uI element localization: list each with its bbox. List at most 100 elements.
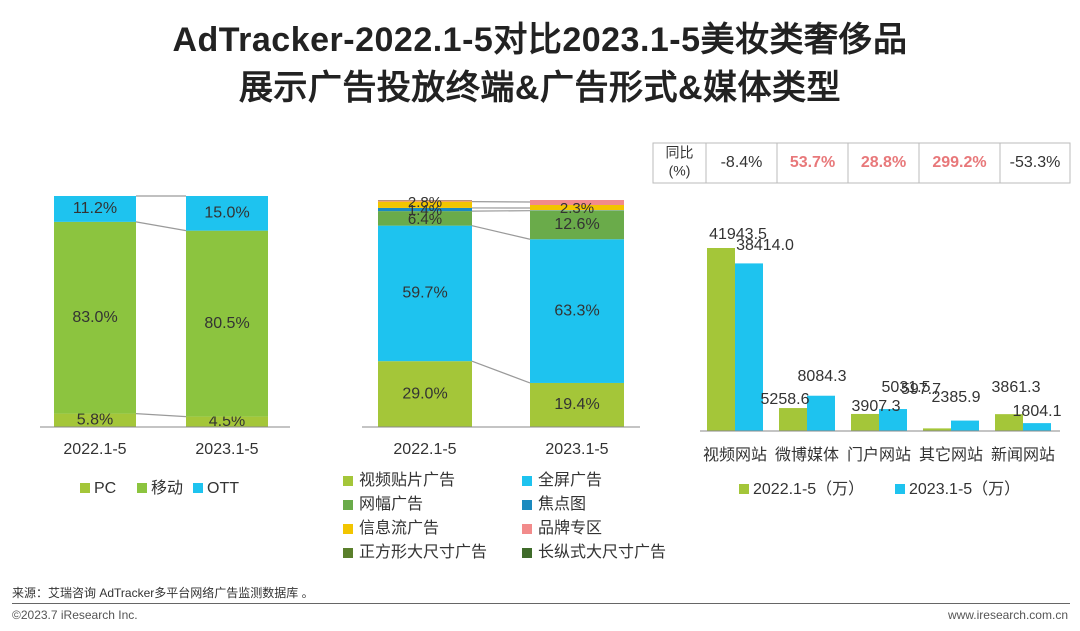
bar-1-1	[807, 395, 835, 431]
bar-segment-0-0	[378, 361, 472, 427]
bar-segment-2-0	[54, 196, 136, 222]
x-tick-label: 视频网站	[703, 446, 767, 464]
value-label: 38414.0	[736, 237, 794, 254]
bar-segment-3-0	[378, 207, 472, 212]
data-label: 15.0%	[204, 205, 249, 222]
bar-1-3	[951, 420, 979, 431]
bar-segment-1-1	[530, 239, 624, 383]
legend-label: 移动	[151, 479, 183, 497]
value-label: 2385.9	[932, 389, 981, 406]
x-tick-label: 新闻网站	[991, 446, 1055, 464]
legend-swatch	[193, 483, 203, 493]
legend-swatch	[343, 476, 353, 486]
value-label: 3861.3	[992, 379, 1041, 396]
bar-1-4	[1023, 423, 1051, 431]
data-label: 63.3%	[554, 302, 599, 319]
data-label: 1.4%	[408, 202, 442, 219]
connector-line	[135, 413, 187, 418]
yoy-value: 53.7%	[790, 154, 835, 171]
x-tick-label: 2022.1-5	[63, 441, 126, 458]
legend-label: PC	[94, 480, 116, 497]
data-label: 2.8%	[408, 194, 442, 211]
yoy-value: -53.3%	[1010, 154, 1061, 171]
website: www.iresearch.com.cn	[947, 608, 1068, 622]
x-tick-label: 微博媒体	[775, 446, 839, 464]
value-label: 597.7	[901, 381, 941, 398]
value-label: 41943.5	[709, 226, 767, 243]
data-label: 59.7%	[402, 285, 447, 302]
legend-swatch	[522, 524, 532, 534]
bar-segment-5-1	[530, 200, 624, 205]
value-label: 5031.5	[882, 379, 931, 396]
bar-segment-1-0	[378, 225, 472, 362]
x-tick-label: 其它网站	[919, 446, 983, 464]
data-label: 12.6%	[554, 216, 599, 233]
value-label: 5258.6	[761, 391, 810, 408]
copyright: ©2023.7 iResearch Inc.	[12, 608, 138, 622]
bar-segment-2-1	[530, 210, 624, 240]
legend-swatch	[343, 500, 353, 510]
yoy-value: -8.4%	[721, 154, 763, 171]
x-tick-label: 2023.1-5	[545, 441, 608, 458]
legend-label: 长纵式大尺寸广告	[538, 543, 666, 561]
data-label: 5.8%	[77, 412, 113, 429]
value-label: 8084.3	[798, 368, 847, 385]
footer-divider	[12, 603, 1070, 604]
bar-segment-1-0	[54, 221, 136, 414]
legend-label: 正方形大尺寸广告	[359, 543, 487, 561]
chart-title-line1: AdTracker-2022.1-5对比2023.1-5美妆类奢侈品	[172, 21, 908, 59]
yoy-value: 299.2%	[932, 154, 986, 171]
bar-segment-0-0	[54, 413, 136, 427]
legend-swatch	[522, 476, 532, 486]
legend-label: OTT	[207, 480, 239, 497]
legend-label: 焦点图	[538, 495, 586, 513]
data-label: 19.4%	[554, 396, 599, 413]
bar-segment-0-1	[186, 416, 268, 427]
bar-segment-2-1	[186, 196, 268, 231]
legend-label: 信息流广告	[359, 519, 439, 537]
legend-swatch	[522, 500, 532, 510]
bar-0-4	[995, 414, 1023, 431]
bar-segment-5-0	[378, 200, 472, 202]
bar-0-2	[851, 413, 879, 431]
bar-1-2	[879, 409, 907, 431]
legend-swatch	[739, 484, 749, 494]
yoy-header: (%)	[669, 163, 691, 179]
data-label: 6.4%	[408, 211, 442, 228]
bar-0-0	[707, 248, 735, 431]
bar-segment-4-0	[378, 201, 472, 208]
data-label: 80.5%	[204, 315, 249, 332]
bar-1-0	[735, 263, 763, 431]
legend-label: 品牌专区	[538, 519, 602, 537]
x-tick-label: 2022.1-5	[393, 441, 456, 458]
legend-label: 全屏广告	[538, 471, 602, 489]
legend-swatch	[522, 548, 532, 558]
legend-swatch	[80, 483, 90, 493]
bar-segment-4-1	[530, 204, 624, 211]
x-tick-label: 门户网站	[847, 446, 911, 464]
value-label: 1804.1	[1013, 403, 1062, 420]
x-tick-label: 2023.1-5	[195, 441, 258, 458]
data-label: 4.5%	[209, 413, 245, 430]
source-note: 来源：艾瑞咨询 AdTracker多平台网络广告监测数据库 。	[12, 586, 314, 600]
connector-line	[471, 225, 531, 240]
data-label: 2.3%	[560, 200, 594, 217]
connector-line	[135, 221, 187, 232]
bar-0-1	[779, 408, 807, 431]
chart-title-line2: 展示广告投放终端&广告形式&媒体类型	[238, 69, 842, 107]
legend-label: 网幅广告	[359, 495, 423, 513]
legend-swatch	[343, 524, 353, 534]
legend-label: 2022.1-5（万）	[753, 480, 864, 498]
yoy-header: 同比	[666, 145, 694, 161]
data-label: 11.2%	[73, 200, 117, 217]
legend-label: 视频贴片广告	[359, 471, 455, 489]
yoy-value: 28.8%	[861, 154, 906, 171]
value-label: 3907.3	[852, 398, 901, 415]
bar-0-3	[923, 428, 951, 431]
bar-segment-2-0	[378, 211, 472, 226]
yoy-cell	[999, 142, 1071, 184]
connector-line	[471, 360, 531, 384]
legend-swatch	[343, 548, 353, 558]
legend-label: 2023.1-5（万）	[909, 480, 1020, 498]
